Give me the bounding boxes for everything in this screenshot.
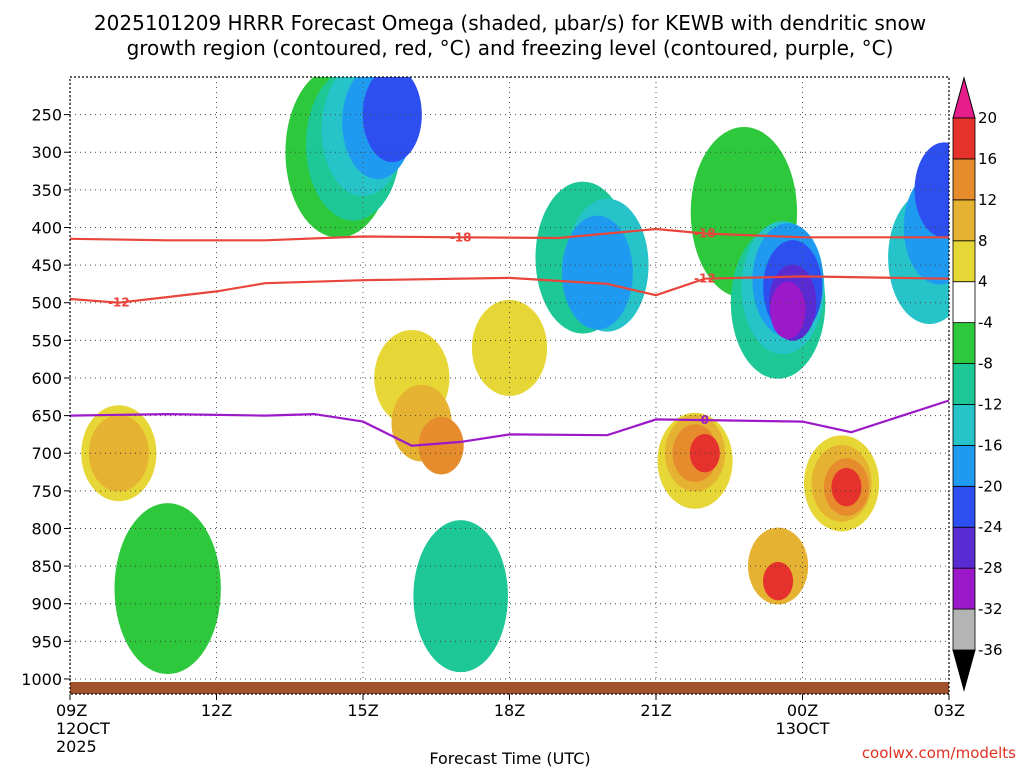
x-tick-label: 09Z (56, 701, 87, 720)
colorbar-tick-label: -24 (978, 518, 1003, 536)
x-tick-label: 18Z (494, 701, 525, 720)
dgz-contour-minus18-label: -18 (694, 227, 716, 241)
x-axis-label: Forecast Time (UTC) (429, 749, 590, 768)
freezing-level-contour (70, 399, 949, 447)
freezing-level-contour-label: 0 (701, 413, 709, 427)
colorbar-tick-label: 16 (978, 150, 997, 168)
colorbar-segment (952, 526, 976, 569)
x-tick-label: 21Z (640, 701, 671, 720)
colorbar-tick-label: -28 (978, 559, 1003, 577)
omega-positive-region (831, 467, 862, 507)
omega-region (914, 142, 949, 238)
colorbar-segment (952, 608, 976, 651)
contour-lines: -18 -18 -12 -12 0 (70, 227, 949, 447)
y-tick-label: 250 (31, 106, 62, 125)
omega-positive-region (763, 561, 794, 601)
omega-region (114, 503, 221, 675)
x-tick-year: 2025 (56, 737, 97, 756)
colorbar-top-arrow (952, 76, 976, 119)
omega-region (362, 77, 422, 163)
colorbar-segment (952, 281, 976, 324)
y-tick-label: 500 (31, 294, 62, 313)
colorbar: -36 -32 -28 -24 -20 -16 -12 -8 -4 4 8 12 16 20 (952, 76, 1003, 692)
colorbar-segment (952, 158, 976, 201)
y-tick-label: 700 (31, 444, 62, 463)
chart-title-line-2: growth region (contoured, red, °C) and f… (127, 36, 894, 60)
colorbar-segment (952, 322, 976, 364)
plot-area: -18 -18 -12 -12 0 (70, 77, 949, 694)
colorbar-segment (952, 363, 976, 405)
dgz-contour-minus18-label: -18 (450, 230, 472, 244)
chart-title-line-1: 2025101209 HRRR Forecast Omega (shaded, … (94, 11, 926, 35)
x-tick-date: 12OCT (56, 719, 110, 738)
omega-region (413, 520, 508, 673)
dgz-contour-minus18 (70, 227, 949, 242)
x-tick-label: 15Z (347, 701, 378, 720)
omega-positive-region (418, 416, 464, 475)
colorbar-segment (952, 199, 976, 242)
colorbar-tick-label: -32 (978, 600, 1003, 618)
colorbar-segment (952, 117, 976, 160)
y-tick-label: 600 (31, 369, 62, 388)
y-axis: 250 300 350 400 450 500 550 600 650 700 750 800 850 9… (21, 106, 70, 689)
omega-shading (81, 77, 949, 694)
colorbar-tick-label: -8 (978, 355, 993, 373)
colorbar-segment (952, 567, 976, 610)
y-tick-label: 1000 (21, 670, 62, 689)
colorbar-segment (952, 240, 976, 283)
y-tick-label: 450 (31, 256, 62, 275)
colorbar-tick-label: 12 (978, 191, 997, 209)
y-tick-label: 900 (31, 595, 62, 614)
y-tick-label: 350 (31, 181, 62, 200)
dgz-contour-minus12-label: -12 (108, 296, 130, 310)
credit-text: coolwx.com/modelts (862, 744, 1016, 762)
omega-positive-region (689, 434, 720, 473)
dgz-contour-minus12-label: -12 (694, 272, 716, 286)
colorbar-tick-label: -4 (978, 314, 993, 332)
y-tick-label: 950 (31, 632, 62, 651)
colorbar-segment (952, 404, 976, 446)
omega-region (770, 281, 806, 339)
y-tick-label: 800 (31, 519, 62, 538)
x-tick-label: 03Z (934, 701, 965, 720)
y-tick-label: 750 (31, 482, 62, 501)
colorbar-tick-label: 4 (978, 273, 988, 291)
ground-surface (70, 682, 949, 694)
colorbar-tick-label: -36 (978, 641, 1003, 659)
x-tick-label: 12Z (201, 701, 232, 720)
y-tick-label: 550 (31, 331, 62, 350)
omega-region (561, 215, 633, 330)
colorbar-bottom-arrow (952, 649, 976, 692)
y-tick-label: 850 (31, 557, 62, 576)
omega-positive-region (88, 414, 149, 492)
x-tick-date: 13OCT (776, 719, 830, 738)
colorbar-tick-label: -16 (978, 436, 1003, 454)
y-tick-label: 400 (31, 218, 62, 237)
colorbar-tick-label: -20 (978, 477, 1003, 495)
colorbar-tick-label: -12 (978, 395, 1003, 413)
y-tick-label: 300 (31, 143, 62, 162)
y-tick-label: 650 (31, 407, 62, 426)
colorbar-segment (952, 485, 976, 528)
dgz-contour-minus12 (70, 275, 949, 304)
x-tick-label: 00Z (787, 701, 818, 720)
colorbar-segment (952, 444, 976, 487)
colorbar-tick-label: 8 (978, 232, 988, 250)
colorbar-tick-label: 20 (978, 109, 997, 127)
